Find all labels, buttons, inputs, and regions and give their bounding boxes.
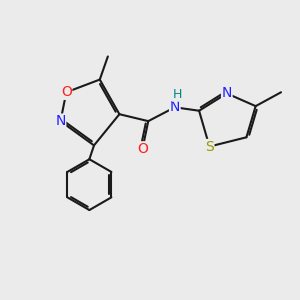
Text: N: N (169, 100, 180, 114)
Text: S: S (205, 140, 214, 154)
Text: N: N (55, 114, 66, 128)
Text: N: N (222, 86, 232, 100)
Text: H: H (172, 88, 182, 101)
Text: O: O (137, 142, 148, 156)
Text: O: O (61, 85, 72, 99)
